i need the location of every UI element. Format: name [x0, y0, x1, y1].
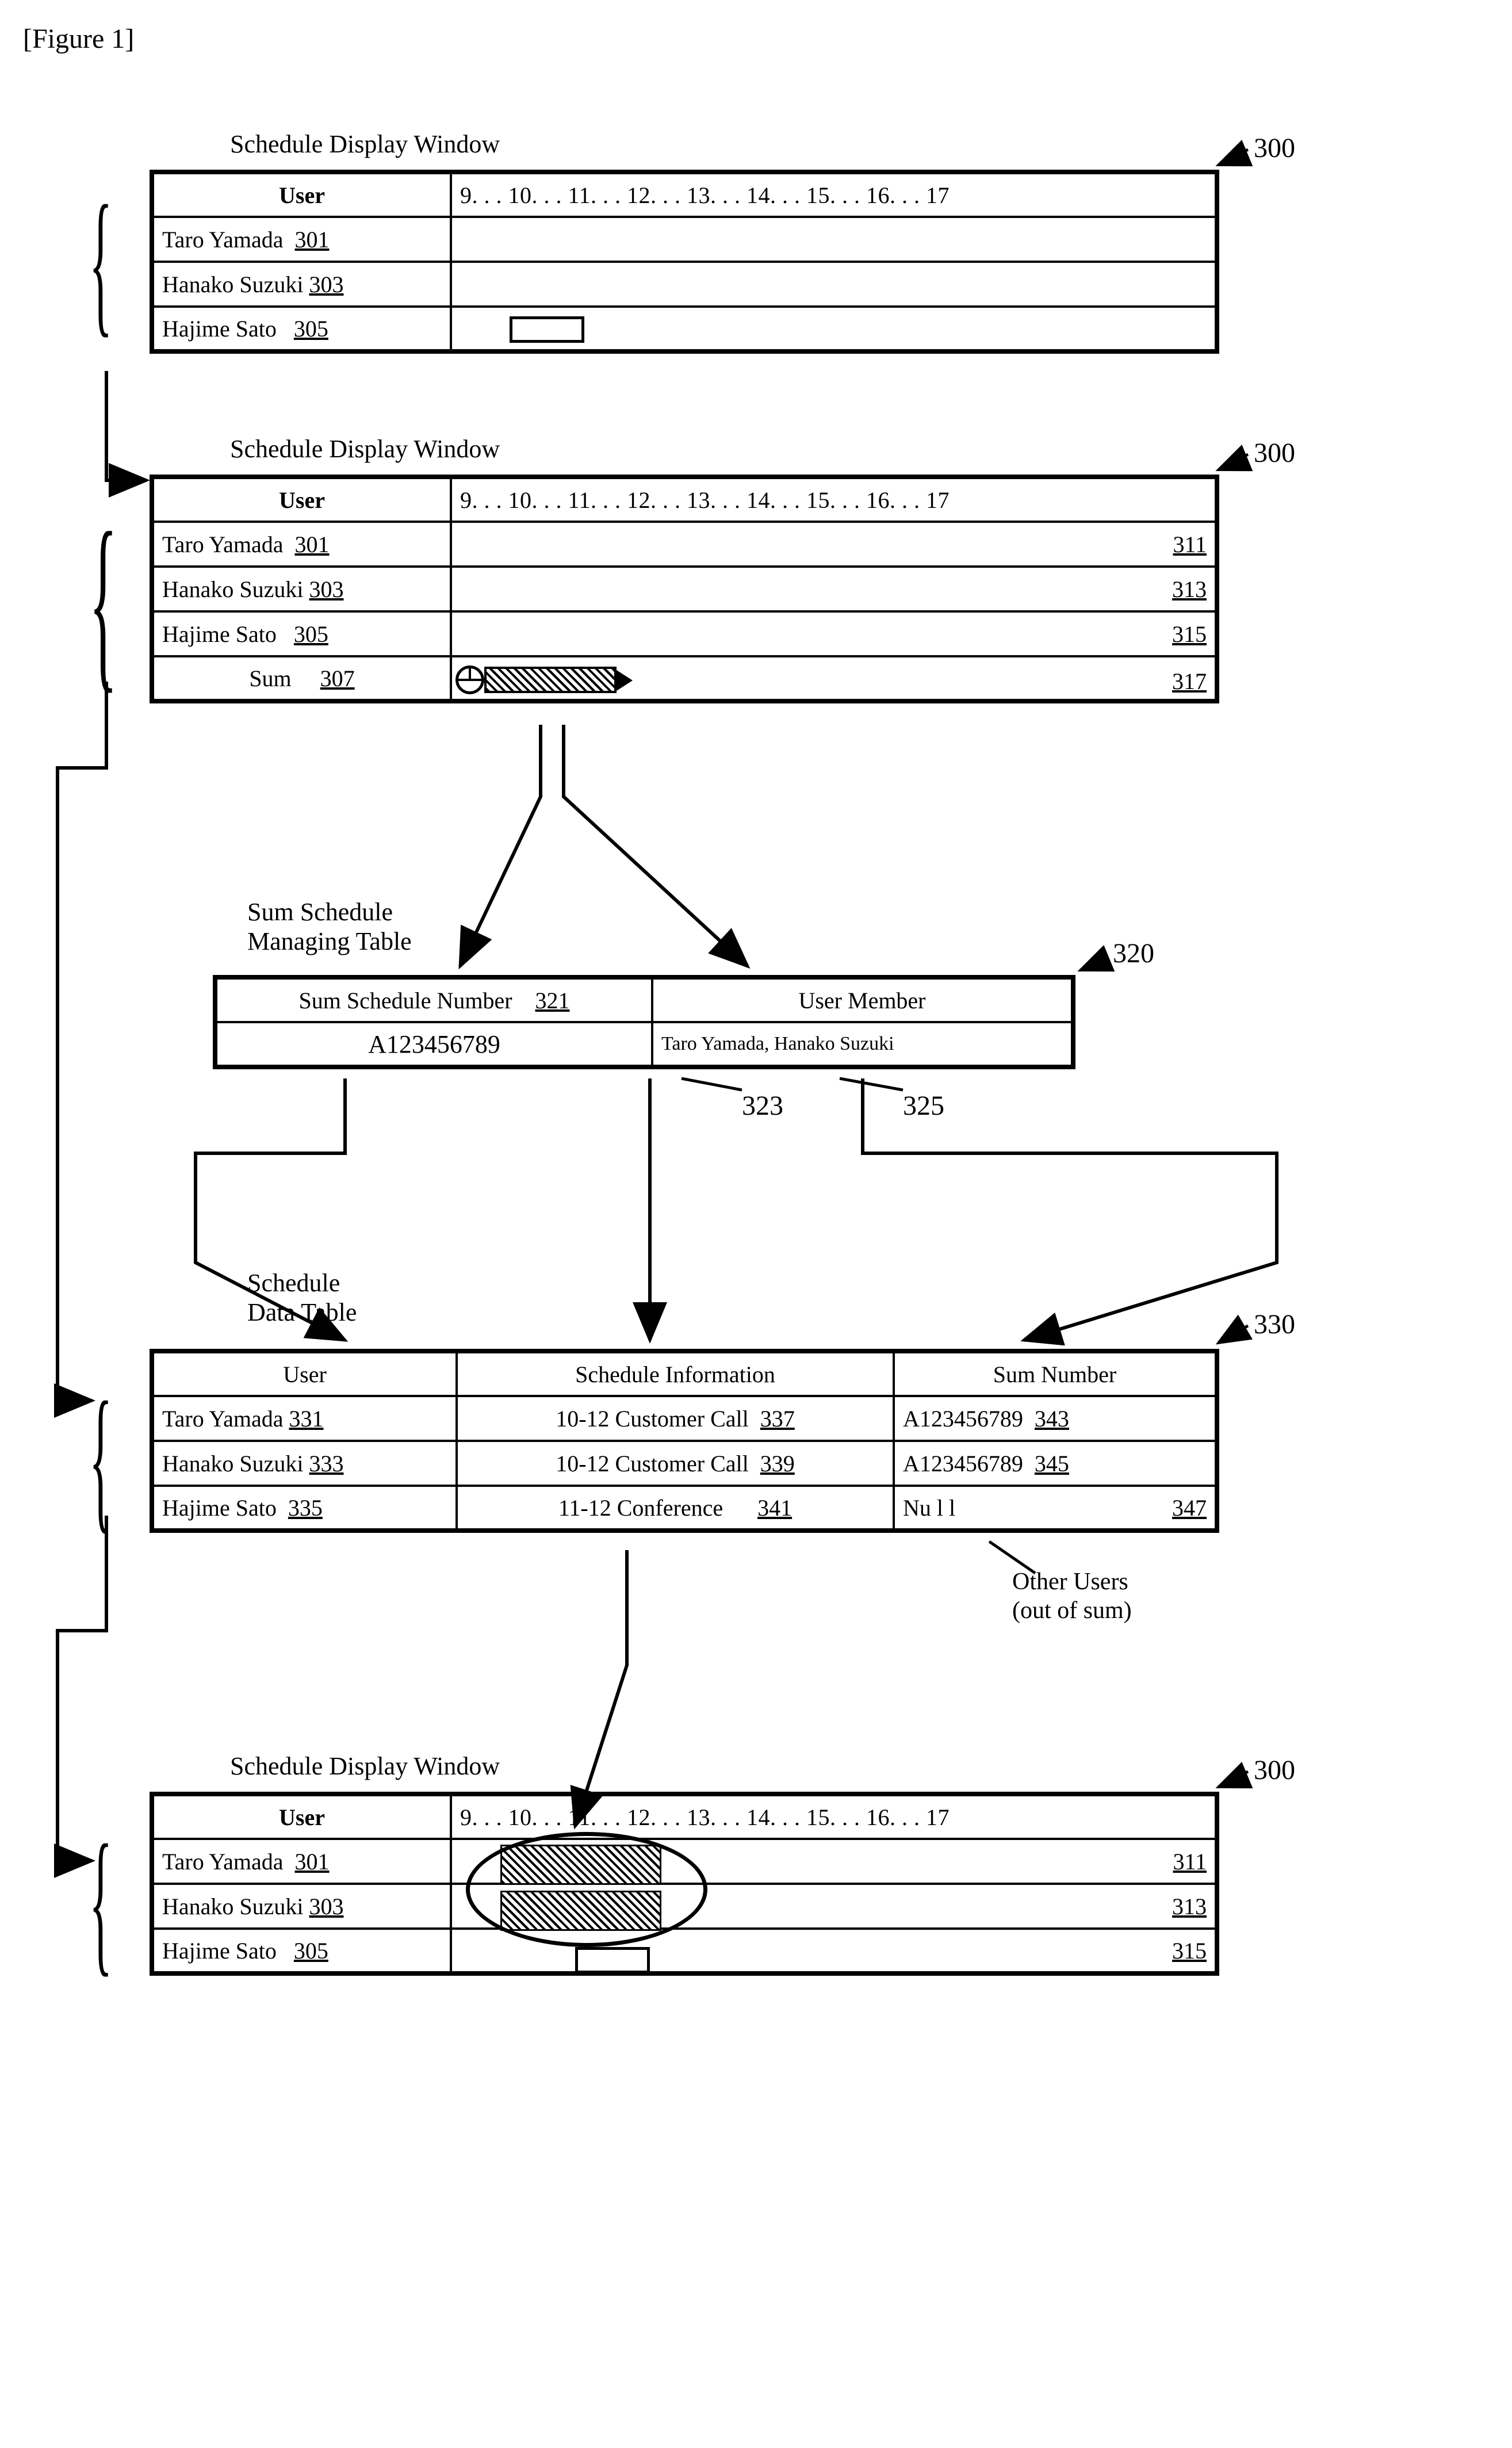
panel1-table: User 9. . . 10. . . 11. . . 12. . . 13. … — [150, 170, 1219, 354]
user-cell: Hanako Suzuki 333 — [152, 1441, 457, 1486]
user-cell: Taro Yamada 301 — [152, 217, 451, 262]
user-cell: Hanako Suzuki 303 — [152, 262, 451, 307]
mouse-cursor-icon — [455, 665, 484, 694]
table-row: Taro Yamada 301 311 — [152, 522, 1217, 567]
user-cell: Taro Yamada 301 — [152, 1839, 451, 1884]
sum-cell: A123456789 343 — [894, 1396, 1217, 1441]
user-cell: Hanako Suzuki 303 — [152, 567, 451, 611]
user-cell: Sum 307 — [152, 656, 451, 701]
brace-icon: { — [89, 1820, 112, 1982]
table-row: Taro Yamada 331 10-12 Customer Call 337 … — [152, 1396, 1217, 1441]
col-header: Sum Schedule Number 321 — [215, 977, 652, 1022]
drag-range-icon — [484, 667, 617, 693]
panel3-ref-b: 325 — [903, 1090, 944, 1122]
col-header: Sum Number — [894, 1351, 1217, 1396]
panel1-ref: 300 — [1254, 132, 1295, 164]
diagram-canvas: Schedule Display Window 300 User 9. . . … — [23, 78, 1403, 2321]
panel3-title: Sum Schedule Managing Table — [247, 897, 412, 956]
brace-icon: { — [89, 1378, 112, 1539]
info-cell: 10-12 Customer Call 337 — [457, 1396, 894, 1441]
table-row: Taro Yamada 301 — [152, 217, 1217, 262]
user-cell: Hajime Sato 305 — [152, 611, 451, 656]
sum-cell: A123456789 345 — [894, 1441, 1217, 1486]
schedule-cell: 311 — [451, 522, 1217, 567]
table-row: User Schedule Information Sum Number — [152, 1351, 1217, 1396]
info-cell: 10-12 Customer Call 339 — [457, 1441, 894, 1486]
schedule-cell: 317 — [451, 656, 1217, 701]
table-row: Hajime Sato 305 315 — [152, 1929, 1217, 1973]
table-row: Hajime Sato 305 — [152, 307, 1217, 351]
panel5-title: Schedule Display Window — [230, 1751, 500, 1781]
figure-label: [Figure 1] — [23, 23, 1489, 55]
drag-arrowhead-icon — [617, 670, 633, 691]
panel3-table: Sum Schedule Number 321 User Member A123… — [213, 975, 1075, 1069]
panel4-title: Schedule Data Table — [247, 1268, 357, 1327]
table-row: Hajime Sato 335 11-12 Conference 341 Nu … — [152, 1486, 1217, 1531]
panel2-ref: 300 — [1254, 437, 1295, 469]
panel1-title: Schedule Display Window — [230, 129, 500, 159]
data-cell: Taro Yamada, Hanako Suzuki — [652, 1022, 1073, 1067]
table-row: User 9. . . 10. . . 11. . . 12. . . 13. … — [152, 172, 1217, 217]
empty-block-icon — [510, 316, 584, 343]
user-cell: Hanako Suzuki 303 — [152, 1884, 451, 1929]
table-row: Hajime Sato 305 315 — [152, 611, 1217, 656]
sum-cell: Nu l l347 — [894, 1486, 1217, 1531]
table-row: Sum Schedule Number 321 User Member — [215, 977, 1073, 1022]
table-row: User 9. . . 10. . . 11. . . 12. . . 13. … — [152, 1794, 1217, 1839]
col-header: User — [152, 1351, 457, 1396]
panel4-note: Other Users (out of sum) — [1012, 1567, 1132, 1625]
brace-icon: { — [89, 503, 117, 699]
connector-arrows — [23, 78, 1403, 2321]
table-row: Hanako Suzuki 303 313 — [152, 567, 1217, 611]
user-cell: Hajime Sato 335 — [152, 1486, 457, 1531]
schedule-cell: 315 — [451, 611, 1217, 656]
panel5-ref: 300 — [1254, 1754, 1295, 1786]
timeline-header: 9. . . 10. . . 11. . . 12. . . 13. . . 1… — [451, 477, 1217, 522]
col-header: User Member — [652, 977, 1073, 1022]
user-header: User — [152, 1794, 451, 1839]
user-cell: Taro Yamada 301 — [152, 522, 451, 567]
timeline-header: 9. . . 10. . . 11. . . 12. . . 13. . . 1… — [451, 1794, 1217, 1839]
panel3-ref-a: 323 — [742, 1090, 783, 1122]
row-ref: 317 — [1172, 668, 1207, 695]
brace-icon: { — [89, 181, 112, 342]
user-cell: Hajime Sato 305 — [152, 307, 451, 351]
info-cell: 11-12 Conference 341 — [457, 1486, 894, 1531]
timeline-header: 9. . . 10. . . 11. . . 12. . . 13. . . 1… — [451, 172, 1217, 217]
panel4-table: User Schedule Information Sum Number Tar… — [150, 1349, 1219, 1533]
schedule-cell — [451, 262, 1217, 307]
user-header: User — [152, 172, 451, 217]
panel2-table: User 9. . . 10. . . 11. . . 12. . . 13. … — [150, 475, 1219, 703]
highlight-oval-icon — [466, 1832, 707, 1947]
table-row: Sum 307 317 — [152, 656, 1217, 701]
schedule-cell — [451, 307, 1217, 351]
schedule-cell — [451, 217, 1217, 262]
user-cell: Taro Yamada 331 — [152, 1396, 457, 1441]
table-row: Hanako Suzuki 333 10-12 Customer Call 33… — [152, 1441, 1217, 1486]
empty-block-icon — [575, 1947, 650, 1973]
table-row: A123456789 Taro Yamada, Hanako Suzuki — [215, 1022, 1073, 1067]
panel2-title: Schedule Display Window — [230, 434, 500, 464]
user-header: User — [152, 477, 451, 522]
data-cell: A123456789 — [215, 1022, 652, 1067]
schedule-cell: 313 — [451, 567, 1217, 611]
user-cell: Hajime Sato 305 — [152, 1929, 451, 1973]
table-row: Hanako Suzuki 303 — [152, 262, 1217, 307]
panel4-ref: 330 — [1254, 1309, 1295, 1340]
col-header: Schedule Information — [457, 1351, 894, 1396]
table-row: User 9. . . 10. . . 11. . . 12. . . 13. … — [152, 477, 1217, 522]
panel3-ref: 320 — [1113, 938, 1154, 969]
